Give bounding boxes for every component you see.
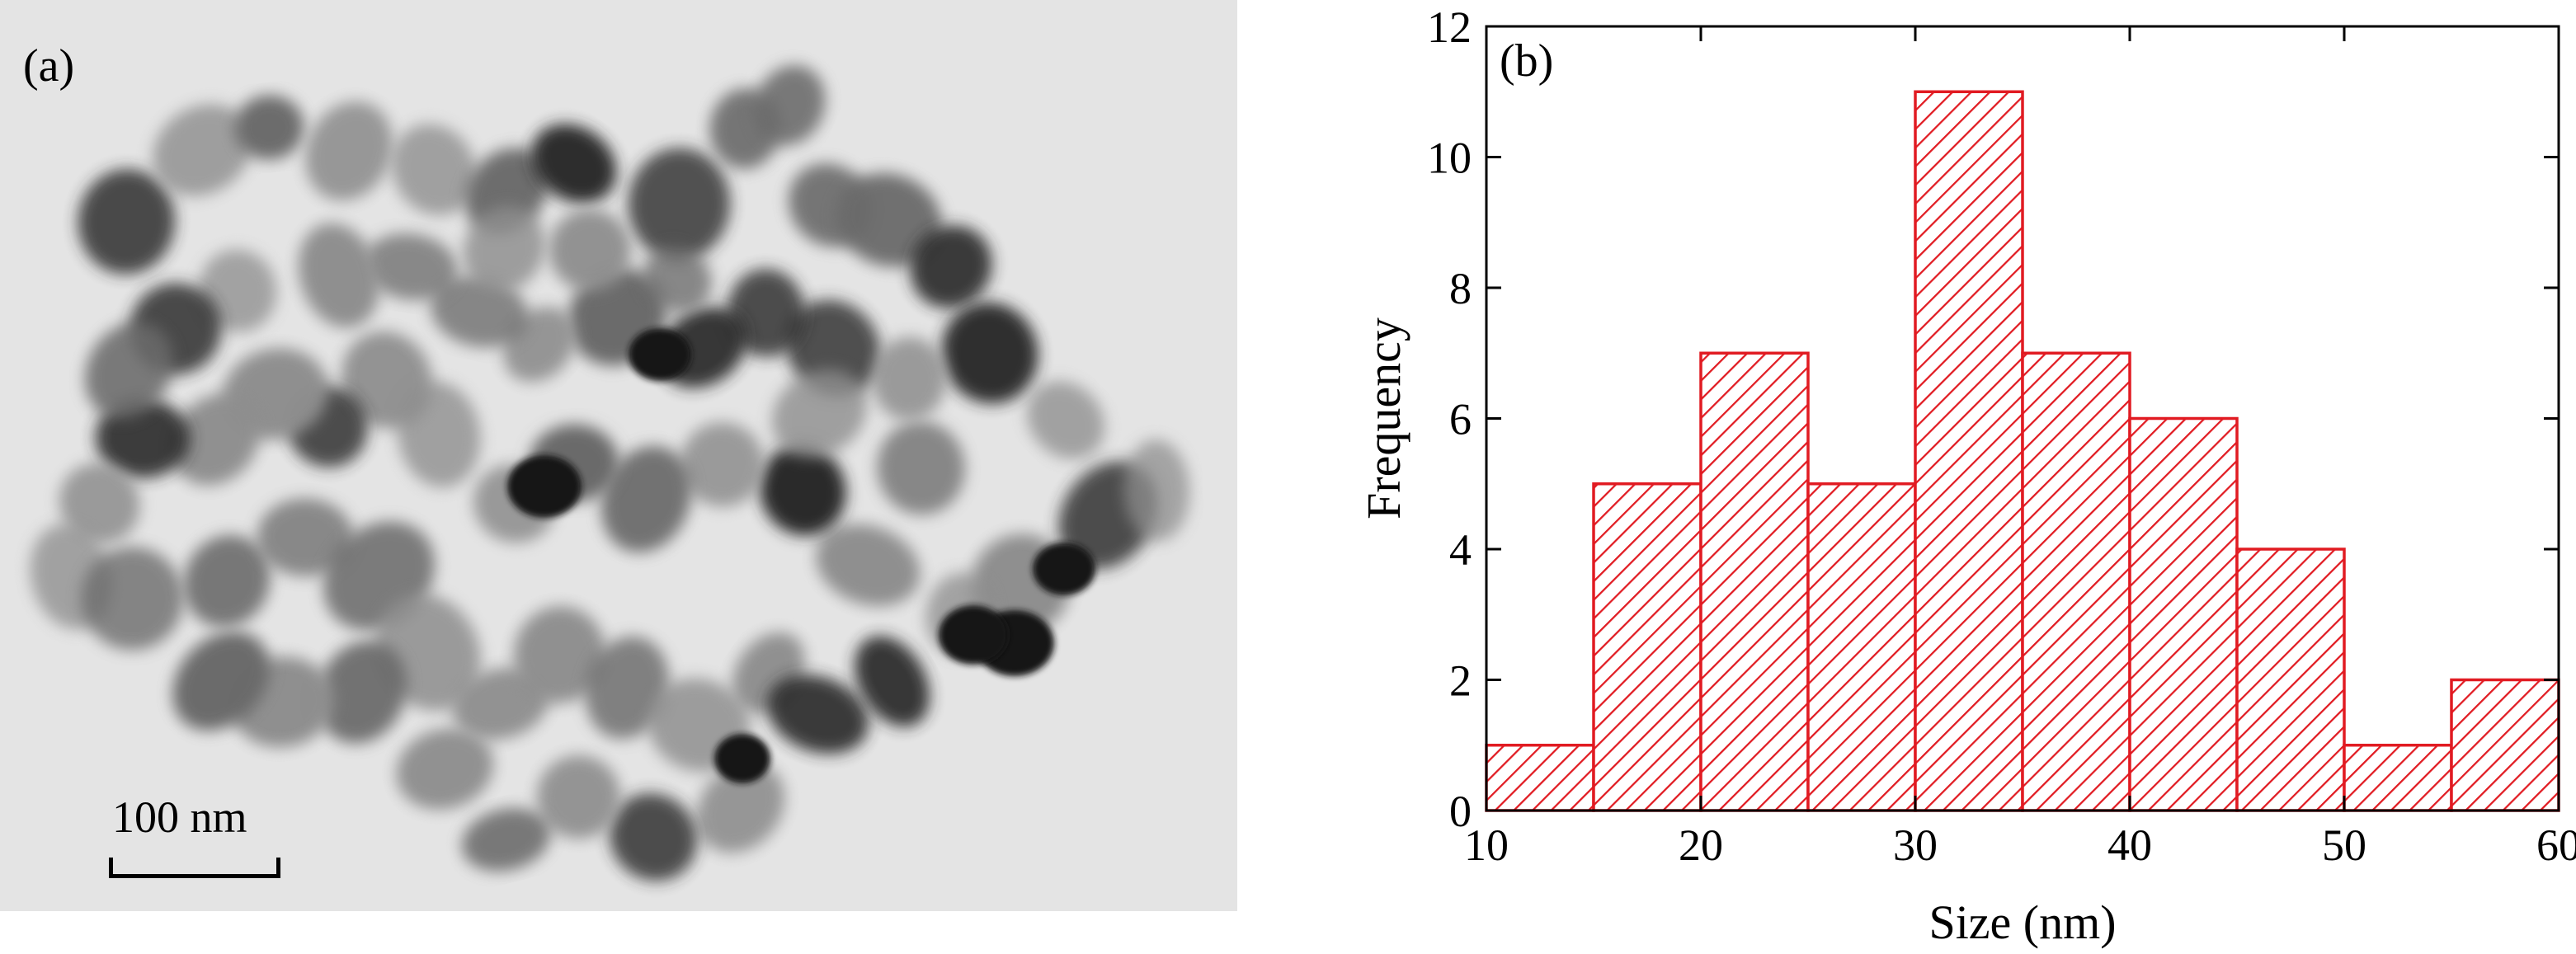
panel-a-label: (a): [23, 40, 75, 92]
axis-ticks: 10 20 30 40 50 60 0 2 4 6 8 10 12: [1427, 2, 2576, 870]
nanoparticle: [941, 302, 1038, 404]
dark-nanoparticle: [939, 605, 1008, 665]
nanoparticle: [785, 299, 881, 397]
nanoparticle: [872, 336, 947, 421]
size-histogram: 10 20 30 40 50 60 0 2 4 6 8 10 12 (b) Size (nm) Freq…: [1357, 2, 2576, 949]
histogram-bars: [1485, 90, 2560, 812]
y-tick-label: 2: [1449, 656, 1472, 706]
nanoparticle: [855, 636, 930, 727]
nanoparticle: [766, 674, 869, 754]
nanoparticle: [84, 322, 173, 419]
y-axis-title: Frequency: [1357, 317, 1410, 519]
nanoparticle: [199, 249, 277, 332]
dark-nanoparticle: [507, 455, 582, 518]
nanoparticle: [183, 534, 271, 627]
y-tick-label: 12: [1427, 2, 1472, 52]
nanoparticle: [910, 225, 992, 308]
tem-image-panel: (a) 100 nm: [0, 0, 1237, 911]
nanoparticle: [836, 172, 942, 267]
nanoparticle: [536, 755, 621, 839]
nanoparticle: [153, 104, 252, 196]
y-tick-label: 10: [1427, 134, 1472, 183]
nanoparticle: [234, 95, 304, 160]
x-tick-label: 60: [2536, 820, 2576, 870]
size-histogram-panel: 10 20 30 40 50 60 0 2 4 6 8 10 12 (b) Size (nm) Freq…: [1353, 0, 2576, 954]
nanoparticle: [463, 205, 546, 292]
nanoparticle: [643, 246, 712, 313]
dark-nanoparticle: [714, 734, 770, 783]
nanoparticle: [257, 498, 354, 576]
nanoparticle: [771, 369, 868, 458]
histogram-bar: [1485, 744, 1595, 812]
nanoparticle: [78, 168, 176, 275]
nanoparticle: [317, 641, 407, 744]
nanoparticle: [341, 331, 433, 429]
nanoparticle: [877, 421, 965, 515]
x-tick-label: 40: [2107, 820, 2152, 870]
histogram-bar: [2343, 744, 2453, 812]
x-tick-label: 10: [1464, 820, 1509, 870]
nanoparticle: [396, 728, 494, 810]
nanoparticle: [1026, 381, 1105, 459]
nanoparticle: [816, 524, 921, 607]
nanoparticle: [81, 547, 184, 651]
nanoparticle: [298, 223, 380, 328]
histogram-bar: [1699, 351, 1810, 812]
nanoparticle: [600, 445, 692, 552]
x-tick-label: 30: [1893, 820, 1938, 870]
nanoparticle: [628, 148, 731, 261]
nanoparticle: [513, 606, 606, 703]
nanoparticle: [754, 65, 826, 146]
nanoparticle-cluster: [30, 65, 1190, 881]
nanoparticle: [759, 444, 846, 536]
y-tick-label: 4: [1449, 525, 1472, 575]
nanoparticle: [305, 101, 393, 201]
y-tick-label: 0: [1449, 787, 1472, 836]
dark-nanoparticle: [1033, 543, 1095, 595]
y-tick-label: 8: [1449, 264, 1472, 313]
nanoparticle: [363, 233, 458, 301]
nanoparticle: [171, 393, 261, 486]
histogram-bar: [1592, 482, 1702, 812]
nanoparticle: [461, 808, 551, 872]
x-tick-label: 50: [2322, 820, 2366, 870]
x-tick-label: 20: [1679, 820, 1723, 870]
scale-bar-label: 100 nm: [112, 792, 247, 842]
nanoparticle: [1123, 439, 1190, 542]
nanoparticle: [172, 631, 270, 731]
tem-micrograph: [0, 0, 1237, 911]
nanoparticle: [696, 762, 785, 853]
nanoparticle: [59, 463, 140, 544]
scale-bar: [109, 858, 280, 881]
nanoparticle: [680, 422, 765, 507]
nanoparticle: [391, 124, 477, 216]
nanoparticle: [609, 793, 698, 881]
histogram-bar: [2235, 547, 2346, 812]
nanoparticle: [549, 209, 631, 291]
x-axis-title: Size (nm): [1928, 895, 2116, 949]
histogram-bar: [2021, 351, 2131, 812]
histogram-bar: [2450, 678, 2560, 812]
histogram-bar: [2128, 416, 2239, 812]
nanoparticle: [530, 124, 617, 204]
dark-nanoparticle: [629, 328, 691, 381]
panel-b-label: (b): [1500, 35, 1553, 87]
histogram-bar: [1914, 90, 2024, 812]
y-tick-label: 6: [1449, 395, 1472, 444]
nanoparticle: [431, 275, 529, 348]
histogram-bar: [1806, 482, 1917, 812]
